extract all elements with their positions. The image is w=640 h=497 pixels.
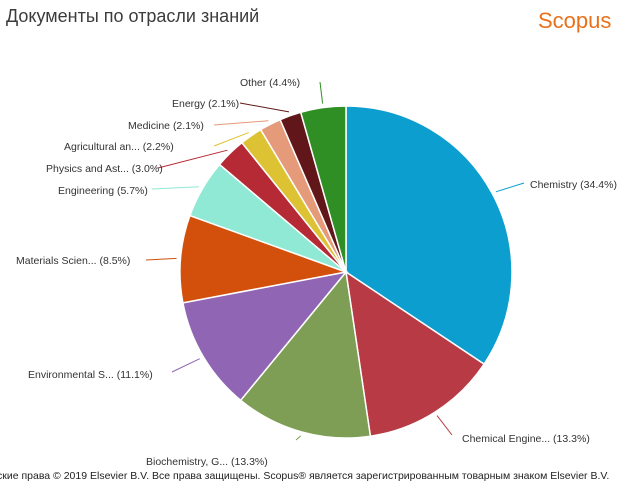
leader-line (171, 358, 200, 373)
leader-line (213, 132, 249, 147)
slice-labels: Chemistry (34.4%) Chemical Engine... (13.… (16, 77, 617, 468)
slice-label: Energy (2.1%) (172, 98, 239, 110)
scopus-logo: Scopus (538, 8, 612, 33)
leader-line (436, 415, 453, 436)
pie-slice[interactable] (345, 270, 486, 438)
slice-label: Environmental S... (11.1%) (28, 369, 153, 381)
slice-label: Chemistry (34.4%) (530, 179, 617, 191)
slice-label: Other (4.4%) (240, 77, 300, 89)
leader-line (495, 182, 525, 193)
leader-line (151, 186, 199, 190)
slice-label: Agricultural an... (2.2%) (64, 141, 174, 153)
leader-line (319, 81, 324, 104)
pie-slices (179, 105, 513, 439)
slice-label: Physics and Ast... (3.0%) (46, 163, 163, 175)
slice-label: Materials Scien... (8.5%) (16, 255, 130, 267)
slice-label: Chemical Engine... (13.3%) (462, 433, 590, 445)
pie-slice[interactable] (239, 270, 372, 439)
leader-line (239, 102, 290, 113)
pie-slice[interactable] (182, 270, 348, 402)
leader-lines (145, 81, 525, 441)
pie-slice[interactable] (179, 214, 349, 304)
leader-line (157, 149, 228, 169)
leader-line (295, 435, 302, 441)
page-title: Документы по отрасли знаний (6, 6, 260, 26)
leader-line (213, 120, 269, 126)
slice-label: Biochemistry, G... (13.3%) (146, 456, 268, 468)
slice-label: Medicine (2.1%) (128, 120, 204, 132)
copyright-footer: ские права © 2019 Elsevier B.V. Все прав… (0, 470, 610, 482)
pie-slice[interactable] (299, 105, 347, 273)
slice-label: Engineering (5.7%) (58, 185, 148, 197)
leader-line (145, 257, 177, 261)
